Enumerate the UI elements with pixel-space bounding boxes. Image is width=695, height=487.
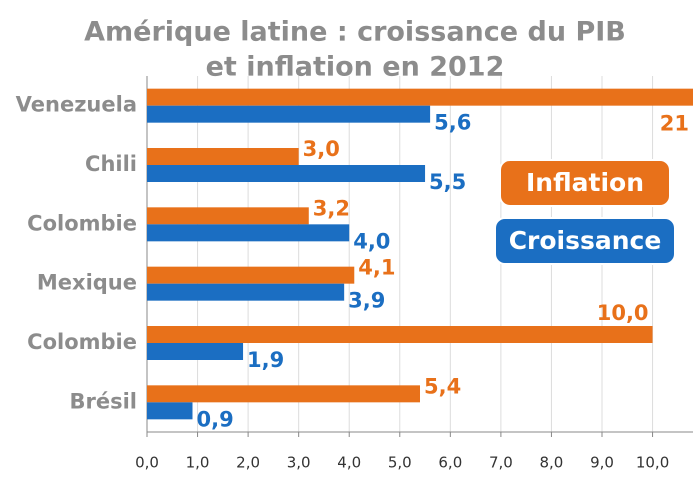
value-label: 4,0	[353, 229, 390, 253]
legend-label: Inflation	[526, 168, 644, 197]
x-tick-label: 4,0	[337, 454, 361, 472]
bar	[147, 165, 426, 182]
y-tick-label: Venezuela	[16, 93, 137, 117]
x-tick-label: 10,0	[636, 454, 669, 472]
legend-box	[494, 217, 676, 265]
bar	[147, 224, 350, 242]
y-tick-label: Colombie	[27, 330, 137, 354]
y-tick-label: Brésil	[69, 389, 137, 413]
bar	[147, 283, 345, 301]
bar	[147, 207, 309, 225]
legend-label: Croissance	[509, 226, 662, 255]
value-label: 10,0	[597, 301, 649, 325]
x-tick-label: 0,0	[135, 454, 159, 472]
bar	[147, 402, 193, 420]
value-label: 21	[660, 112, 689, 136]
value-label: 5,5	[429, 170, 466, 194]
x-tick-label: 2,0	[236, 454, 260, 472]
x-tick-label: 7,0	[489, 454, 513, 472]
value-label: 1,9	[247, 348, 284, 372]
bar	[147, 88, 693, 106]
x-tick-label: 5,0	[388, 454, 412, 472]
x-tick-label: 8,0	[540, 454, 564, 472]
value-label: 0,9	[197, 407, 234, 431]
y-tick-label: Mexique	[37, 271, 137, 295]
value-label: 3,0	[303, 137, 340, 161]
plot-area	[147, 88, 693, 420]
bar	[147, 105, 431, 123]
x-tick-label: 1,0	[186, 454, 210, 472]
legend-box	[499, 159, 671, 207]
chart-title: et inflation en 2012	[206, 52, 505, 83]
bar	[147, 343, 244, 360]
bar	[147, 326, 653, 343]
x-tick-label: 6,0	[438, 454, 462, 472]
bar	[147, 266, 355, 284]
y-tick-label: Chili	[85, 152, 137, 176]
value-label: 5,4	[424, 374, 461, 398]
value-label: 4,1	[358, 256, 395, 280]
value-label: 3,2	[313, 196, 350, 220]
bar	[147, 148, 299, 165]
bar	[147, 385, 420, 403]
x-tick-label: 3,0	[287, 454, 311, 472]
value-label: 3,9	[348, 289, 385, 313]
x-tick-label: 9,0	[590, 454, 614, 472]
y-tick-label: Colombie	[27, 211, 137, 235]
value-label: 5,6	[434, 111, 471, 135]
chart-title: Amérique latine : croissance du PIB	[84, 17, 626, 48]
